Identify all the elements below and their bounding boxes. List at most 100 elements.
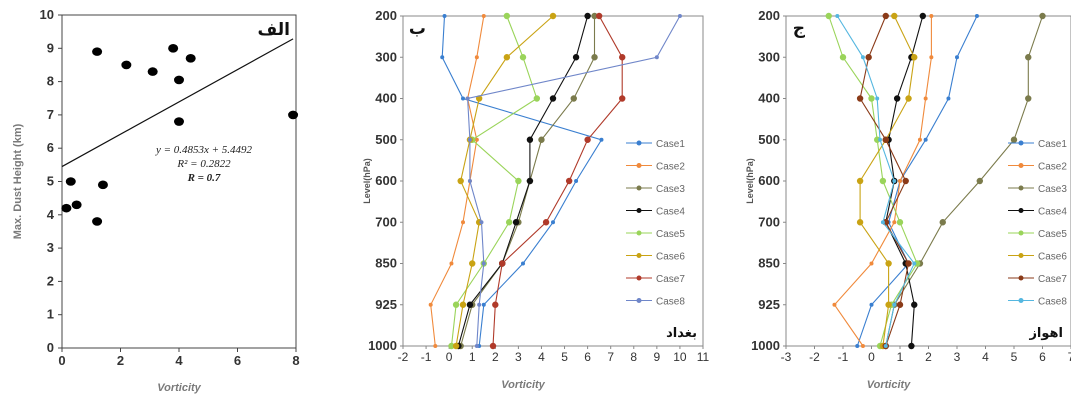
series-point-case1 (551, 220, 555, 225)
series-point-case6 (905, 95, 912, 102)
series-point-case5 (452, 301, 460, 308)
y-tick-label: 8 (47, 74, 54, 89)
legend-swatch-marker (1018, 185, 1024, 191)
series-point-case2 (428, 302, 433, 307)
series-point-case2 (481, 14, 486, 18)
series-point-case4 (911, 301, 918, 308)
series-point-case8 (474, 344, 479, 348)
scatter-point (121, 60, 132, 70)
series-point-case2 (869, 261, 874, 266)
level-tick-label: 400 (758, 91, 780, 106)
x-tick-label: 5 (1011, 350, 1018, 364)
series-point-case4 (908, 342, 915, 350)
series-point-case7 (584, 136, 591, 143)
series-point-case1 (923, 137, 928, 142)
legend-swatch-marker (636, 298, 642, 303)
series-point-case3 (1010, 136, 1018, 143)
series-point-case7 (896, 301, 904, 308)
series-point-case7 (619, 54, 626, 61)
level-tick-label: 850 (758, 256, 780, 271)
series-point-case5 (519, 54, 527, 61)
series-point-case4 (549, 95, 557, 102)
series-point-case3 (570, 95, 577, 102)
series-line-case7 (492, 15, 623, 347)
legend-entry: Case5 (656, 229, 685, 240)
series-point-case8 (883, 344, 888, 348)
series-point-case2 (461, 220, 465, 225)
series-point-case7 (856, 95, 864, 102)
series-point-case1 (974, 14, 979, 18)
series-point-case8 (677, 14, 682, 18)
series-point-case5 (448, 342, 455, 350)
x-tick-label: 0 (58, 353, 65, 368)
series-point-case7 (902, 177, 909, 185)
legend-swatch-marker (1018, 275, 1024, 281)
series-point-case6 (891, 12, 898, 20)
y-tick-label: 3 (47, 240, 54, 255)
legend-swatch-marker (636, 230, 642, 236)
x-tick-label: 0 (446, 350, 453, 364)
legend-entry: Case3 (1038, 184, 1067, 195)
x-tick-label: 2 (492, 350, 499, 364)
level-tick-label: 300 (758, 49, 780, 64)
x-tick-label: 6 (1039, 350, 1046, 364)
series-point-case1 (869, 302, 874, 307)
level-tick-label: 500 (375, 132, 397, 147)
x-axis-title: Vorticity (867, 379, 911, 391)
y-tick-label: 4 (47, 207, 55, 222)
y-tick-label: 0 (47, 340, 54, 355)
x-tick-label: 6 (234, 353, 241, 368)
panel-label: الف (258, 20, 290, 40)
series-point-case2 (917, 137, 922, 142)
series-point-case1 (442, 14, 447, 18)
x-tick-label: 4 (538, 350, 545, 364)
x-tick-label: 3 (954, 350, 961, 364)
x-axis-title: Vorticity (157, 382, 201, 394)
x-tick-label: 3 (515, 350, 522, 364)
level-tick-label: 200 (375, 8, 397, 23)
series-point-case4 (893, 95, 901, 102)
legend-entry: Case4 (1038, 207, 1067, 218)
y-axis-title: Level(hPa) (362, 158, 372, 204)
legend-entry: Case8 (1038, 297, 1067, 308)
legend-swatch-marker (636, 140, 642, 146)
series-point-case7 (489, 342, 497, 350)
y-tick-label: 10 (40, 7, 54, 22)
series-point-case5 (874, 136, 881, 143)
series-point-case8 (479, 220, 484, 225)
panel-label: ج (793, 19, 806, 39)
series-point-case5 (503, 12, 511, 20)
series-point-case2 (929, 14, 934, 18)
series-point-case6 (452, 342, 460, 350)
series-point-case8 (467, 179, 472, 183)
series-point-case5 (515, 177, 522, 185)
legend-entry: Case2 (1038, 162, 1067, 173)
equation-annotation: R² = 0.2822 (176, 158, 231, 170)
level-tick-label: 1000 (368, 338, 397, 353)
x-tick-label: 10 (673, 350, 687, 364)
level-tick-label: 500 (758, 132, 780, 147)
scatter-point (174, 75, 184, 85)
x-tick-label: -2 (398, 350, 409, 364)
series-point-case6 (911, 54, 918, 61)
x-tick-label: 5 (561, 350, 568, 364)
level-tick-label: 300 (375, 49, 397, 64)
legend-swatch-marker (636, 163, 642, 168)
series-point-case7 (565, 177, 573, 185)
x-tick-label: 11 (697, 350, 710, 364)
series-point-case5 (868, 95, 875, 102)
series-point-case2 (892, 220, 897, 225)
series-point-case2 (832, 302, 837, 307)
series-point-case6 (469, 260, 476, 267)
legend-swatch-marker (1018, 253, 1024, 258)
series-point-case8 (880, 220, 885, 225)
x-tick-label: 4 (175, 353, 183, 368)
scatter-point (174, 117, 184, 126)
series-point-case2 (898, 179, 902, 183)
series-point-case4 (584, 12, 591, 20)
series-point-case7 (595, 12, 603, 20)
city-label: اهواز (1028, 326, 1063, 341)
scatter-point (65, 177, 76, 186)
legend-entry: Case5 (1038, 229, 1067, 240)
